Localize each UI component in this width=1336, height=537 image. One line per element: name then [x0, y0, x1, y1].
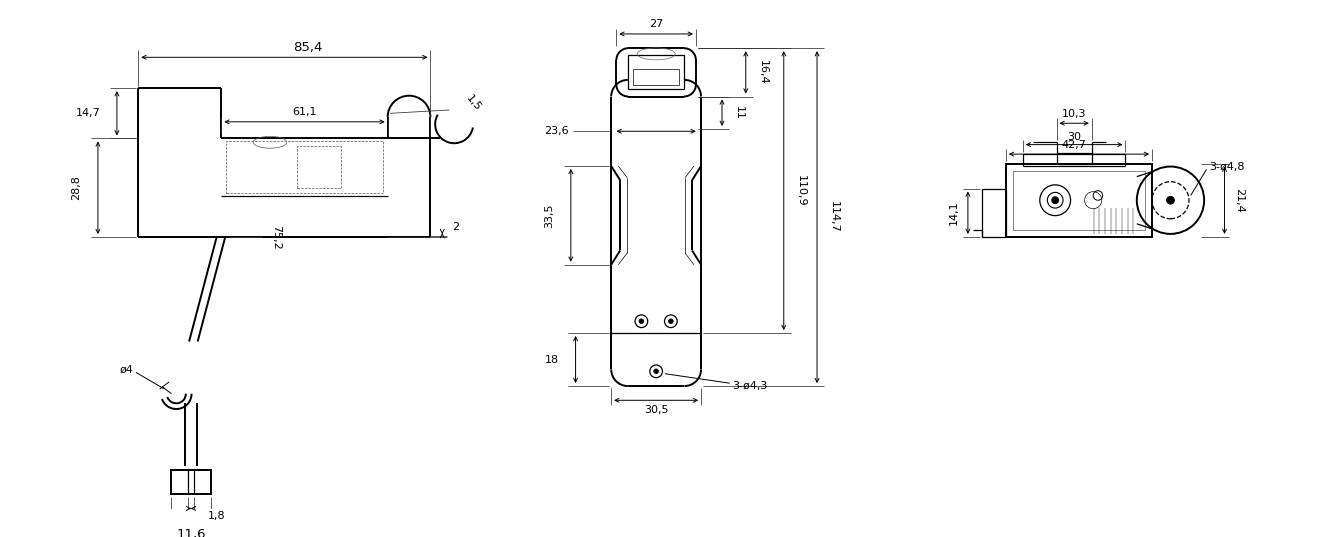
Text: 85,4: 85,4 — [294, 41, 323, 54]
Text: 1,5: 1,5 — [464, 93, 482, 113]
Text: 11,6: 11,6 — [176, 528, 206, 537]
Text: 16,4: 16,4 — [758, 60, 767, 85]
Text: 21,4: 21,4 — [1233, 188, 1244, 213]
Text: 10,3: 10,3 — [1062, 108, 1086, 119]
Text: ø4: ø4 — [120, 365, 134, 375]
Circle shape — [653, 369, 659, 374]
Circle shape — [639, 319, 644, 324]
Text: 2: 2 — [452, 222, 458, 233]
Circle shape — [668, 319, 673, 324]
Bar — [1006, 164, 1152, 237]
Circle shape — [1166, 197, 1174, 204]
Bar — [226, 141, 383, 193]
Circle shape — [1051, 197, 1058, 204]
Text: 110,9: 110,9 — [795, 175, 806, 206]
Text: 14,1: 14,1 — [949, 200, 958, 225]
Text: 14,7: 14,7 — [76, 108, 100, 118]
Text: 23,6: 23,6 — [544, 126, 568, 136]
Text: 114,7: 114,7 — [828, 201, 839, 233]
Text: 33,5: 33,5 — [544, 203, 554, 228]
Bar — [171, 470, 211, 494]
Bar — [628, 55, 684, 89]
Text: 30,5: 30,5 — [644, 405, 668, 415]
Bar — [297, 146, 341, 188]
Text: 75,2: 75,2 — [271, 224, 282, 249]
Text: 28,8: 28,8 — [71, 175, 81, 200]
Text: 42,7: 42,7 — [1062, 140, 1086, 150]
Text: 18: 18 — [545, 354, 558, 365]
Text: 30: 30 — [1067, 133, 1081, 142]
Text: 61,1: 61,1 — [293, 107, 317, 118]
Text: 3-ø4,8: 3-ø4,8 — [1209, 162, 1244, 172]
Text: 27: 27 — [649, 19, 663, 30]
Text: 3-ø4,3: 3-ø4,3 — [732, 381, 767, 390]
Bar — [1057, 153, 1092, 164]
Bar — [1013, 171, 1145, 230]
Text: 1,8: 1,8 — [207, 511, 226, 520]
Text: 11: 11 — [733, 106, 744, 120]
Bar — [633, 69, 679, 85]
Bar — [982, 188, 1006, 237]
